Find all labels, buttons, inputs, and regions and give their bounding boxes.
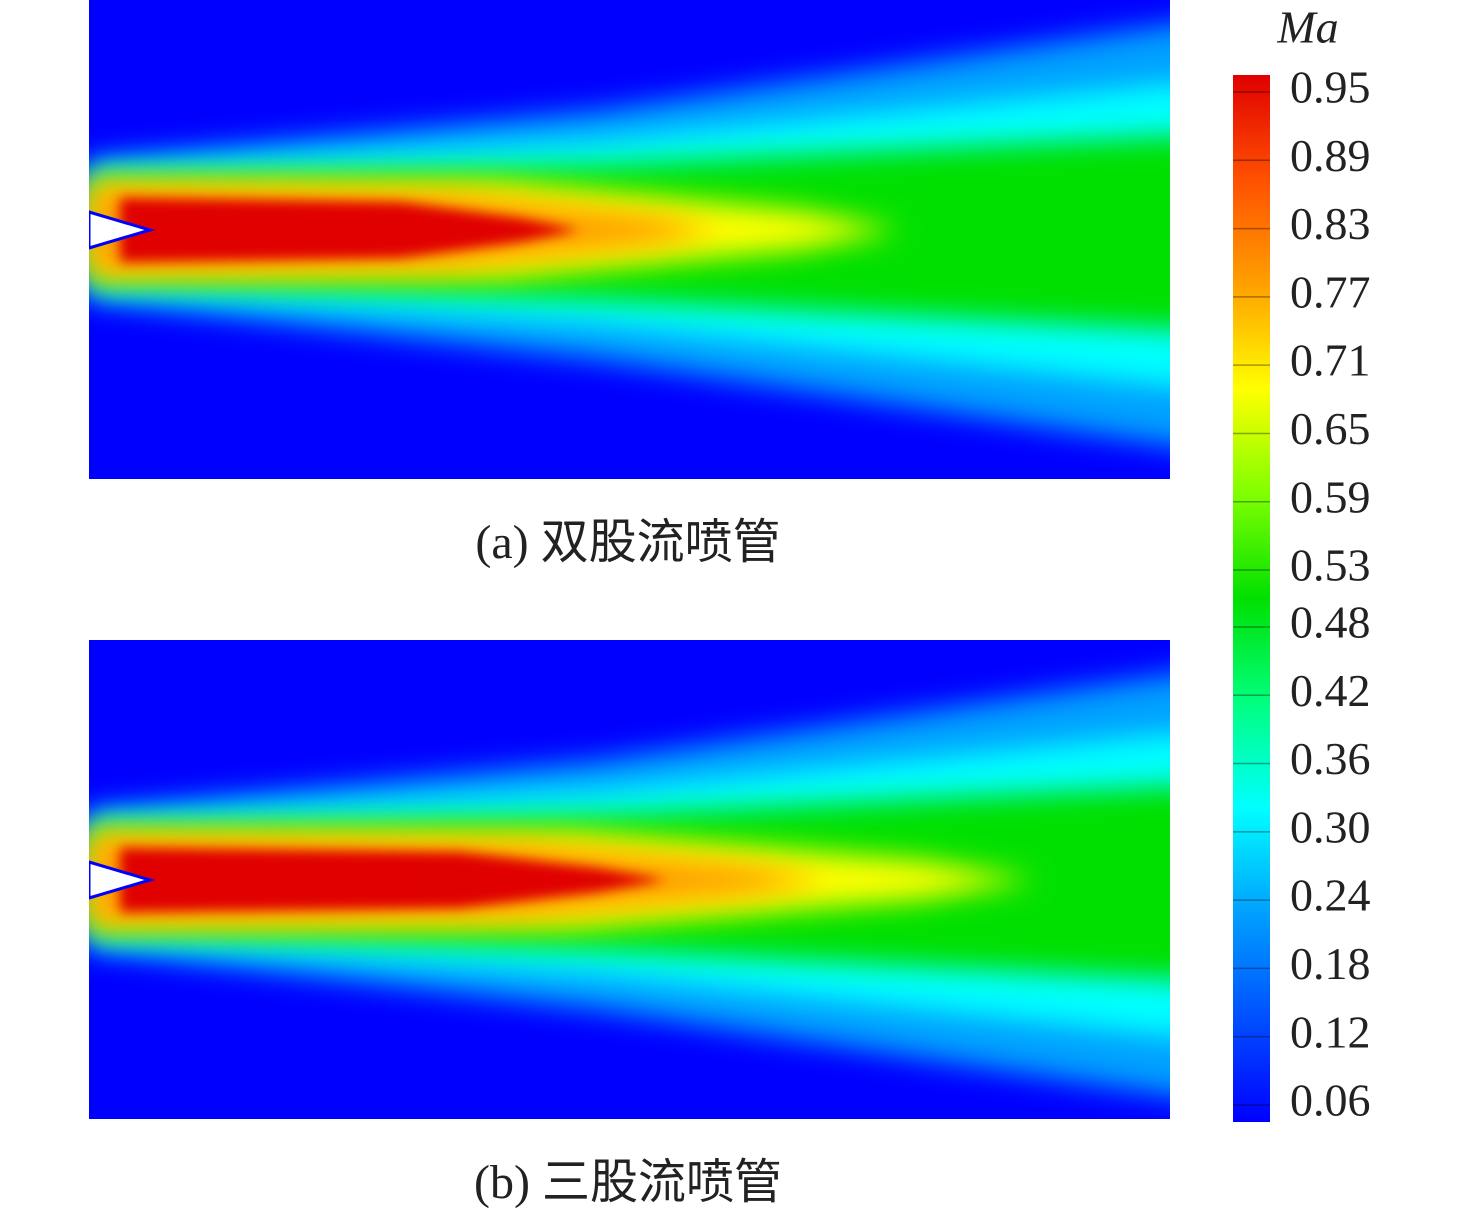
colorbar-title: Ma (1276, 2, 1338, 53)
colorbar-tick-label: 0.42 (1290, 665, 1371, 716)
colorbar-tick-label: 0.30 (1290, 801, 1371, 852)
plume-core (120, 848, 667, 912)
colorbar (1233, 75, 1270, 1122)
panel-caption: (b) 三股流喷管 (474, 1156, 782, 1209)
colorbar-tick-label: 0.71 (1290, 335, 1371, 386)
nozzle-plug (89, 210, 156, 250)
contour-field (89, 640, 1170, 1119)
colorbar-tick-label: 0.12 (1290, 1006, 1371, 1057)
contour-field (89, 0, 1170, 479)
colorbar-tick-label: 0.36 (1290, 733, 1371, 784)
colorbar-tick-label: 0.89 (1290, 130, 1371, 181)
panel-caption: (a) 双股流喷管 (475, 516, 780, 569)
colorbar-tick-label: 0.95 (1290, 62, 1371, 113)
colorbar-tick-label: 0.77 (1290, 266, 1371, 317)
colorbar-tick-label: 0.24 (1290, 870, 1371, 921)
colorbar-tick-label: 0.83 (1290, 198, 1371, 249)
colorbar-tick-label: 0.53 (1290, 540, 1371, 591)
colorbar-tick-label: 0.48 (1290, 597, 1371, 648)
plume-core (120, 198, 580, 262)
nozzle-plug (89, 860, 156, 900)
colorbar-tick-label: 0.59 (1290, 471, 1371, 522)
colorbar-tick-label: 0.65 (1290, 403, 1371, 454)
colorbar-tick-label: 0.18 (1290, 938, 1371, 989)
colorbar-tick-label: 0.06 (1290, 1075, 1371, 1126)
